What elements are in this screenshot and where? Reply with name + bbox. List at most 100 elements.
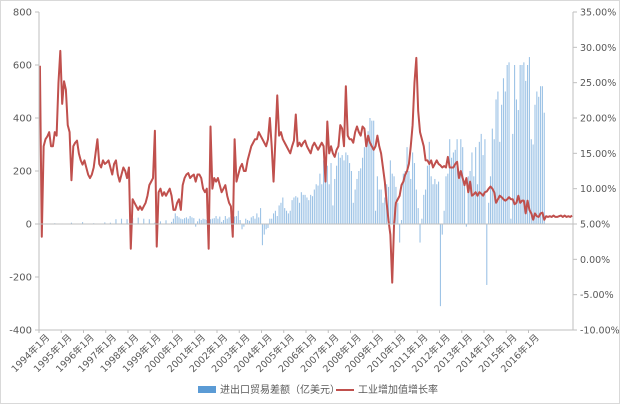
right-tick-label: 5.00%	[580, 220, 610, 231]
bar-63	[253, 216, 254, 224]
bar-149	[412, 152, 413, 224]
bar-150	[414, 163, 415, 224]
bar-131	[379, 190, 380, 224]
bar-97	[316, 184, 317, 224]
bar-138	[392, 174, 393, 224]
bar-83	[290, 211, 291, 224]
bar-21	[175, 213, 176, 224]
bar-59	[245, 219, 246, 224]
bar-147	[408, 171, 409, 224]
right-tick-label: 10.00%	[580, 184, 616, 195]
bar-120	[358, 171, 359, 224]
bar-156	[425, 190, 426, 224]
bar-130	[377, 176, 378, 224]
bar-49	[227, 219, 228, 224]
bar-29	[190, 216, 191, 224]
bar-175	[460, 139, 461, 224]
bar-206	[518, 110, 519, 224]
legend-bar-label: 进出口贸易差额（亿美元）	[220, 383, 340, 396]
bar-30	[191, 217, 192, 224]
bar-117	[353, 203, 354, 224]
bar-76	[277, 216, 278, 224]
bar-166	[444, 211, 445, 224]
bar-68	[262, 224, 263, 245]
bar-192	[492, 129, 493, 224]
bar-25	[182, 219, 183, 224]
bar-153	[419, 224, 420, 243]
bar-109	[338, 152, 339, 224]
bar-195	[497, 92, 498, 225]
bar-15	[149, 219, 150, 224]
bar-45	[219, 217, 220, 224]
right-tick-label: 20.00%	[580, 114, 616, 125]
bar-69	[264, 224, 265, 235]
bar-62	[251, 217, 252, 224]
bar-110	[340, 158, 341, 224]
bar-158	[429, 142, 430, 224]
bar-18	[165, 220, 166, 224]
bar-55	[238, 211, 239, 224]
bar-26	[184, 218, 185, 224]
bar-60	[247, 220, 248, 224]
bar-41	[212, 219, 213, 224]
bar-128	[373, 121, 374, 224]
right-tick-label: 0.00%	[580, 255, 610, 266]
legend-bar-swatch	[198, 386, 216, 393]
bar-196	[499, 142, 500, 224]
bar-171	[453, 152, 454, 224]
bar-132	[381, 190, 382, 224]
bar-91	[305, 195, 306, 224]
bar-167	[445, 176, 446, 224]
bar-185	[479, 142, 480, 224]
bar-217	[538, 97, 539, 224]
bar-212	[529, 57, 530, 224]
bar-72	[269, 219, 270, 224]
bar-168	[447, 174, 448, 224]
bar-100	[321, 184, 322, 224]
left-tick-label: 800	[13, 8, 32, 19]
bar-27	[186, 217, 187, 224]
bar-47	[223, 220, 224, 224]
bar-194	[496, 99, 497, 224]
bar-79	[282, 198, 283, 225]
bar-210	[525, 81, 526, 224]
bar-35	[201, 220, 202, 224]
bar-48	[225, 216, 226, 224]
bar-87	[297, 198, 298, 225]
bar-184	[477, 184, 478, 224]
bar-182	[473, 176, 474, 224]
bar-129	[375, 211, 376, 224]
bar-50	[229, 217, 230, 224]
bar-90	[303, 195, 304, 224]
bar-74	[273, 213, 274, 224]
bar-183	[475, 147, 476, 224]
bar-28	[188, 219, 189, 224]
left-tick-label: -400	[9, 326, 32, 337]
bar-20	[173, 219, 174, 224]
bar-141	[397, 203, 398, 224]
bar-115	[349, 163, 350, 224]
bar-70	[266, 224, 267, 229]
bar-116	[351, 171, 352, 224]
bar-123	[364, 147, 365, 224]
bar-96	[314, 190, 315, 224]
left-tick-label: 200	[13, 167, 32, 178]
bar-36	[203, 219, 204, 224]
bar-103	[327, 166, 328, 224]
bar-219	[542, 86, 543, 224]
bar-95	[312, 196, 313, 224]
left-tick-label: -200	[9, 273, 32, 284]
bar-218	[540, 86, 541, 224]
bar-13	[138, 218, 139, 224]
bar-78	[280, 203, 281, 224]
bar-40	[210, 219, 211, 224]
bar-14	[143, 219, 144, 224]
bar-122	[362, 158, 363, 224]
bar-24	[180, 219, 181, 224]
bar-220	[544, 113, 545, 224]
right-tick-label: -5.00%	[580, 290, 614, 301]
bar-197	[501, 105, 502, 224]
bar-202	[510, 219, 511, 224]
bar-154	[421, 219, 422, 224]
bar-9	[115, 219, 116, 224]
